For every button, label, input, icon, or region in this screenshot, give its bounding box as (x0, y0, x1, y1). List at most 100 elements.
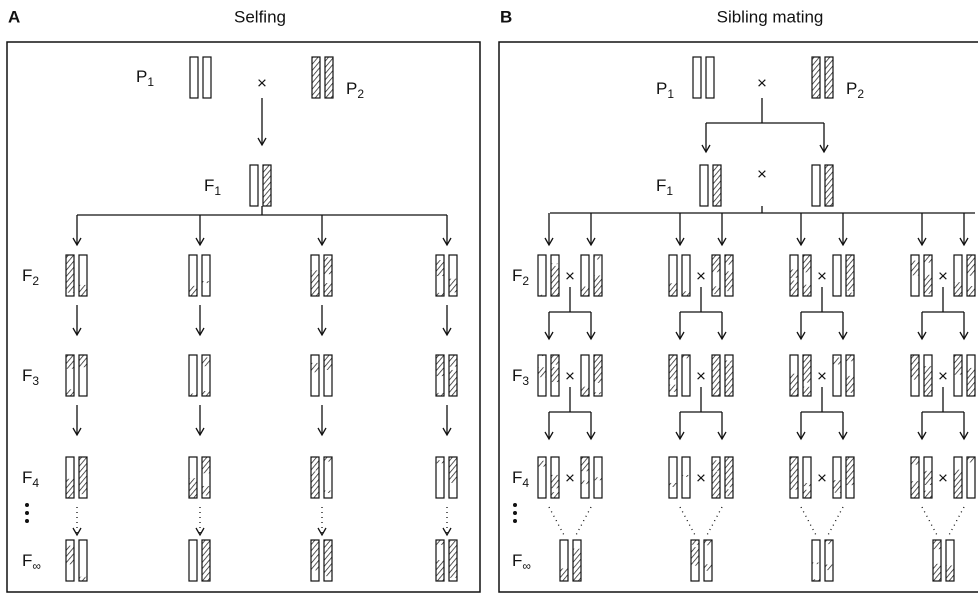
dotted-line (705, 506, 723, 538)
cross-symbol: × (257, 73, 267, 92)
chromosome (188, 354, 198, 397)
hatched-segment (825, 57, 833, 98)
chromosome-outline (845, 354, 855, 397)
cross-symbol: × (938, 366, 948, 385)
chromosome-outline (953, 456, 963, 499)
label-base: P (346, 79, 357, 98)
hatched-segment (803, 255, 811, 273)
chromosome (448, 539, 458, 582)
arrow-head (442, 237, 452, 247)
chromosome-outline (78, 456, 88, 499)
arrow-head (959, 237, 969, 247)
chromosome (189, 56, 199, 99)
arrow-head (586, 237, 596, 247)
chromosome-outline (311, 56, 321, 99)
arrow-head (959, 431, 969, 441)
hatched-segment (669, 283, 677, 296)
label-base: P (656, 79, 667, 98)
chromosome (953, 456, 963, 499)
panel-title: Selfing (234, 7, 286, 26)
chromosome-outline (711, 354, 721, 397)
chromosome-outline (435, 539, 445, 582)
hatched-segment (967, 457, 975, 463)
chromosome (188, 456, 198, 499)
panel-frame (6, 41, 481, 593)
chromosome-body (967, 457, 975, 498)
hatched-segment (79, 355, 87, 368)
hatched-segment (449, 278, 457, 293)
hatched-segment (911, 481, 919, 498)
hatched-segment (803, 483, 811, 487)
chromosome-outline (681, 354, 691, 397)
chromosome-outline (966, 254, 976, 297)
chromosome (802, 354, 812, 397)
chromosome (705, 56, 715, 99)
hatched-segment (189, 393, 197, 396)
chromosome (550, 456, 560, 499)
chromosome-outline (550, 456, 560, 499)
hatched-segment (812, 57, 820, 98)
chromosome (201, 456, 211, 499)
ellipsis-dot (513, 519, 517, 523)
chromosome (262, 164, 272, 207)
dotted-line (947, 506, 965, 538)
arrow-head (317, 237, 327, 247)
chromosome-outline (65, 254, 75, 297)
arrow-head (72, 237, 82, 247)
chromosome-body (954, 355, 962, 396)
hatched-segment (911, 355, 919, 380)
chromosome (593, 456, 603, 499)
hatched-segment (538, 294, 546, 296)
hatched-segment (436, 355, 444, 377)
chromosome (692, 56, 702, 99)
hatched-segment (581, 386, 589, 396)
hatched-segment (594, 275, 602, 296)
dotted-line (800, 506, 818, 538)
chromosome (811, 539, 821, 582)
hatched-segment (581, 457, 589, 472)
hatched-segment (967, 367, 975, 396)
hatched-segment (803, 284, 811, 296)
chromosome-outline (537, 354, 547, 397)
arrow-head (442, 427, 452, 437)
chromosome (448, 254, 458, 297)
hatched-segment (311, 471, 319, 498)
chromosome-outline (845, 254, 855, 297)
chromosome (448, 456, 458, 499)
chromosome-outline (201, 354, 211, 397)
hatched-segment (933, 540, 941, 550)
hatched-segment (967, 286, 975, 296)
chromosome (593, 254, 603, 297)
chromosome (668, 354, 678, 397)
generation-label: P1 (656, 79, 674, 101)
hatched-segment (725, 457, 733, 488)
label-sub: ∞ (522, 559, 531, 573)
chromosome (201, 539, 211, 582)
cross-symbol: × (565, 468, 575, 487)
label-sub: 2 (522, 274, 529, 288)
hatched-segment (682, 474, 690, 477)
hatched-segment (449, 540, 457, 578)
chromosome (311, 56, 321, 99)
generation-label: F∞ (512, 551, 531, 573)
chromosome-body (911, 457, 919, 498)
chromosome (323, 254, 333, 297)
arrow-head (675, 237, 685, 247)
hatched-segment (790, 280, 798, 296)
chromosome (188, 254, 198, 297)
arrow-head (442, 327, 452, 337)
chromosome (966, 354, 976, 397)
hatched-segment (324, 457, 332, 462)
chromosome (310, 456, 320, 499)
chromosome-outline (323, 456, 333, 499)
chromosome-outline (435, 354, 445, 397)
label-sub: 1 (214, 184, 221, 198)
hatched-segment (79, 284, 87, 296)
chromosome (572, 539, 582, 582)
chromosome (910, 254, 920, 297)
cross-symbol: × (757, 73, 767, 92)
chromosome (789, 456, 799, 499)
chromosome-outline (724, 354, 734, 397)
hatched-segment (551, 366, 559, 383)
cross-symbol: × (757, 164, 767, 183)
